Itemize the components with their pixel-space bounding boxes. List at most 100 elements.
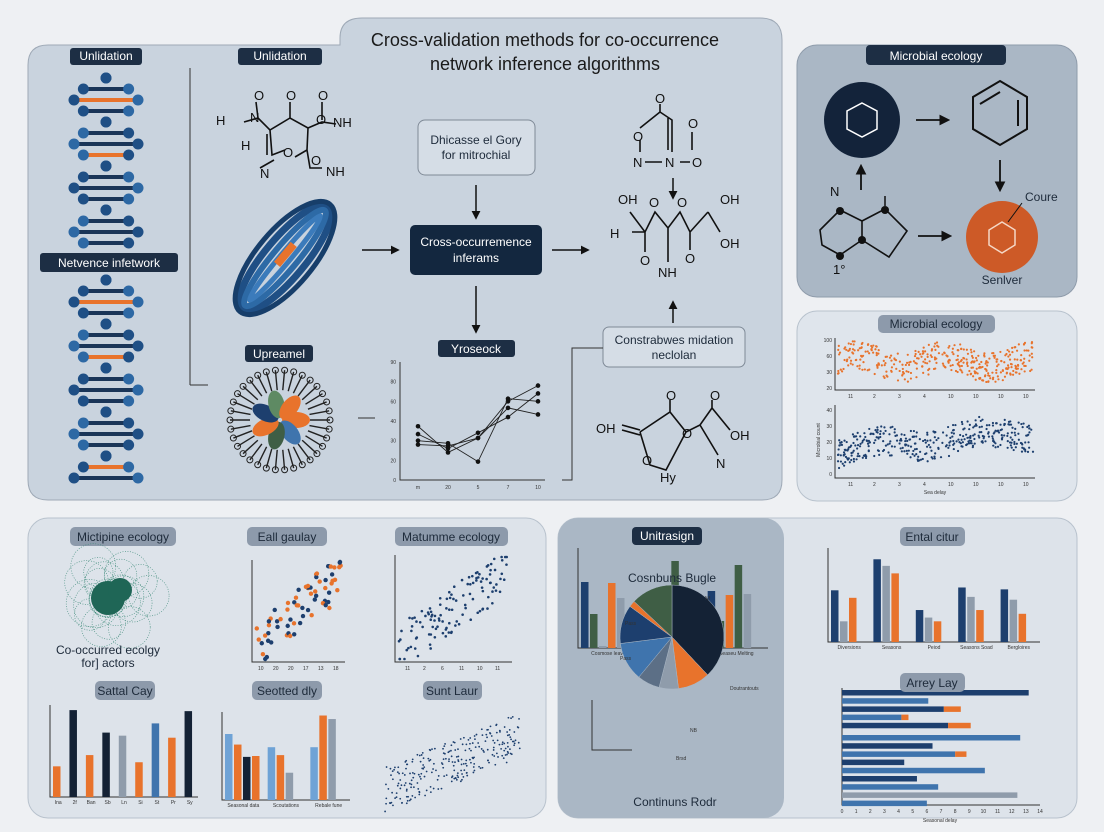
data-point <box>926 362 929 365</box>
data-point <box>313 593 319 599</box>
data-point <box>878 453 881 456</box>
data-point <box>1024 441 1027 444</box>
dna-node <box>132 428 144 440</box>
pie-title-bottom: Continuns Rodr <box>633 795 716 809</box>
x-tick-label: 20 <box>288 666 294 672</box>
data-point <box>460 578 464 582</box>
data-point <box>337 560 342 565</box>
data-point <box>909 429 912 433</box>
data-point <box>883 426 886 429</box>
data-point <box>313 589 318 594</box>
data-point <box>471 742 474 744</box>
data-point <box>978 377 981 380</box>
data-point <box>987 431 990 434</box>
data-point <box>448 590 451 594</box>
data-point <box>1007 350 1011 353</box>
data-point <box>285 607 290 612</box>
lipid-head <box>313 382 321 390</box>
data-point <box>939 456 943 459</box>
label-bar-right: Ental citur <box>900 527 965 546</box>
data-point <box>445 597 449 601</box>
data-point <box>837 466 841 470</box>
data-point <box>858 364 861 367</box>
data-point <box>890 370 893 373</box>
data-point <box>909 456 912 459</box>
dna-node <box>123 171 135 183</box>
data-point <box>500 572 504 576</box>
x-tick-label: 11 <box>848 394 853 400</box>
data-point <box>860 346 863 349</box>
x-tick-label: Peiod <box>928 645 941 651</box>
data-point <box>416 753 419 756</box>
data-point <box>872 344 875 347</box>
data-point <box>479 580 483 583</box>
data-point <box>927 443 931 447</box>
data-point <box>1029 369 1032 373</box>
data-point <box>509 736 512 739</box>
data-point <box>395 796 398 799</box>
data-point <box>960 364 963 368</box>
data-point <box>836 460 840 463</box>
data-point <box>921 350 925 353</box>
data-point <box>475 430 481 436</box>
x-tick-label: 7 <box>507 485 510 491</box>
x-tick-label: m <box>416 485 420 491</box>
data-point <box>415 423 421 429</box>
data-point <box>959 343 962 346</box>
data-point <box>473 763 476 765</box>
data-point <box>1000 428 1003 431</box>
lipid-head <box>281 466 289 474</box>
data-point <box>323 577 328 583</box>
data-point <box>485 733 488 736</box>
data-point <box>969 373 972 376</box>
data-point <box>921 352 924 355</box>
data-point <box>272 607 277 613</box>
data-point <box>410 625 414 628</box>
data-point <box>843 439 846 442</box>
data-point <box>915 447 918 451</box>
data-point <box>429 633 433 636</box>
data-point <box>459 738 462 740</box>
data-point <box>262 633 268 638</box>
data-point <box>1028 427 1031 430</box>
data-point <box>478 609 482 613</box>
data-point <box>908 438 911 441</box>
data-point <box>889 354 893 357</box>
data-point <box>919 450 922 453</box>
data-point <box>856 444 860 447</box>
data-point <box>465 771 468 774</box>
data-point <box>978 426 981 429</box>
x-tick-label: 1 <box>855 809 858 815</box>
dna-node <box>123 461 135 473</box>
data-point <box>465 743 468 746</box>
data-point <box>394 797 396 800</box>
data-point <box>849 362 852 365</box>
axis <box>49 705 198 798</box>
y-tick-label: 60 <box>826 354 832 360</box>
data-point <box>451 761 454 763</box>
data-point <box>507 745 509 748</box>
lipid-head <box>262 464 270 472</box>
bar <box>69 710 77 797</box>
data-point <box>412 776 415 779</box>
pie-label: NB <box>690 728 698 734</box>
data-point <box>960 438 963 441</box>
label-bottom-mid: Unitrasign <box>632 527 702 545</box>
data-point <box>921 457 924 461</box>
data-point <box>1000 434 1003 437</box>
data-point <box>412 786 415 789</box>
x-tick-label: Cosmose leaves <box>591 651 628 657</box>
dna-node <box>132 226 144 238</box>
label-bar2: Seotted dly <box>252 681 322 700</box>
data-point <box>1028 446 1031 449</box>
data-point <box>991 421 995 425</box>
data-point <box>1020 422 1023 426</box>
lipid-head <box>290 368 298 376</box>
data-point <box>1013 346 1016 349</box>
data-point <box>973 442 976 445</box>
data-point <box>488 581 492 585</box>
data-point <box>926 431 929 434</box>
svg-text:Senlver: Senlver <box>982 273 1023 287</box>
data-point <box>288 617 293 622</box>
